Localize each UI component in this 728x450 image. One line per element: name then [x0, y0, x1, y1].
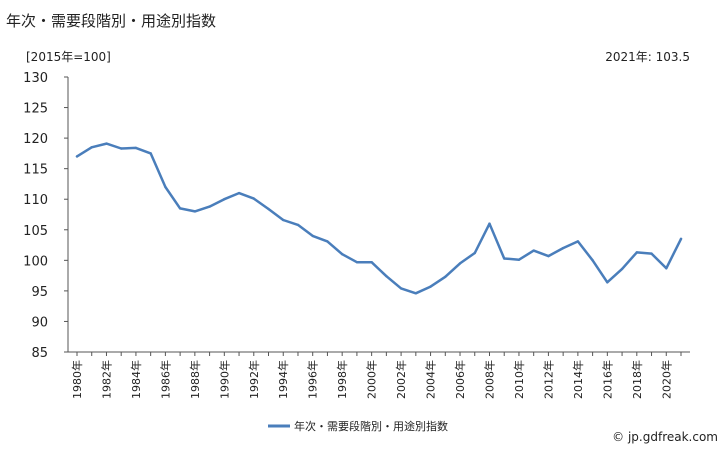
latest-value-label: 2021年: 103.5 [605, 50, 690, 64]
data-point [665, 267, 668, 270]
x-tick-label: 1998年 [335, 360, 349, 399]
y-tick-label: 125 [23, 102, 48, 117]
data-point [399, 287, 403, 290]
data-point [296, 223, 300, 227]
data-point [385, 275, 388, 278]
data-point [429, 285, 432, 288]
x-tick-label: 1990年 [217, 360, 231, 399]
data-point [164, 185, 167, 189]
data-point [488, 222, 491, 225]
data-point [134, 146, 138, 150]
y-tick-label: 100 [23, 254, 48, 269]
data-point [370, 261, 373, 264]
series-group [75, 142, 683, 295]
x-tick-label: 1986年 [158, 360, 172, 399]
data-point [311, 234, 314, 238]
y-tick-label: 110 [23, 193, 48, 208]
x-tick-label: 1994年 [276, 360, 290, 399]
data-point [679, 237, 683, 241]
x-tick-label: 2002年 [394, 360, 408, 399]
data-point [120, 147, 123, 150]
data-point [650, 252, 653, 255]
data-point [414, 292, 417, 295]
y-tick-label: 120 [23, 132, 48, 147]
y-tick-label: 85 [31, 346, 48, 361]
data-point [635, 251, 638, 254]
x-tick-label: 2006年 [453, 360, 467, 399]
data-point [326, 240, 329, 243]
chart-title: 年次・需要段階別・用途別指数 [6, 12, 217, 30]
source-credit: © jp.gdfreak.com [612, 430, 718, 444]
x-axis-ticks: 1980年 1982年 1984年 1986年 1988年 1990年 1992年 1994年… [70, 352, 682, 399]
x-tick-label: 1982年 [99, 360, 113, 399]
data-point [547, 254, 550, 258]
x-tick-label: 1980年 [70, 360, 84, 399]
x-tick-label: 1988年 [188, 360, 202, 399]
data-point [576, 240, 580, 243]
data-point [355, 261, 359, 264]
data-point [252, 197, 255, 200]
x-tick-label: 2014年 [571, 360, 585, 399]
data-point [75, 155, 79, 158]
y-tick-label: 115 [23, 163, 48, 178]
y-tick-label: 130 [23, 71, 48, 86]
x-tick-label: 2000年 [365, 360, 379, 399]
data-point [237, 191, 241, 195]
data-point [444, 275, 447, 278]
y-tick-label: 105 [23, 224, 48, 239]
data-point [267, 207, 270, 211]
x-tick-label: 2018年 [630, 360, 644, 399]
x-tick-label: 2020年 [659, 360, 673, 399]
data-point [532, 249, 535, 252]
data-point [606, 281, 609, 284]
y-tick-label: 95 [31, 285, 48, 300]
data-point [620, 267, 624, 271]
unit-label: [2015年=100] [26, 50, 111, 64]
x-tick-label: 2004年 [424, 360, 438, 399]
x-tick-label: 2016年 [600, 360, 614, 399]
y-axis-ticks: 130 125 120 115 110 105 100 95 90 85 [23, 71, 68, 361]
data-point [90, 146, 93, 149]
data-point [473, 251, 476, 255]
data-point [149, 152, 152, 155]
legend: 年次・需要段階別・用途別指数 [268, 419, 448, 433]
data-point [105, 142, 108, 145]
x-tick-label: 1984年 [129, 360, 143, 399]
data-point [458, 262, 462, 265]
data-point [223, 198, 226, 201]
series-line-0 [75, 142, 683, 295]
x-tick-label: 1992年 [247, 360, 261, 399]
chart-axes [67, 77, 690, 353]
data-point [208, 205, 211, 208]
data-point [282, 218, 285, 222]
data-point [517, 258, 521, 261]
legend-label: 年次・需要段階別・用途別指数 [294, 419, 448, 433]
data-point [503, 257, 506, 260]
data-point [341, 253, 344, 256]
x-tick-label: 1996年 [306, 360, 320, 399]
x-tick-label: 2012年 [541, 360, 555, 399]
data-point [193, 210, 197, 213]
data-point [591, 259, 594, 262]
x-tick-label: 2008年 [482, 360, 496, 399]
data-point [561, 246, 565, 250]
x-tick-label: 2010年 [512, 360, 526, 399]
data-point [178, 207, 182, 210]
y-tick-label: 90 [31, 315, 48, 330]
